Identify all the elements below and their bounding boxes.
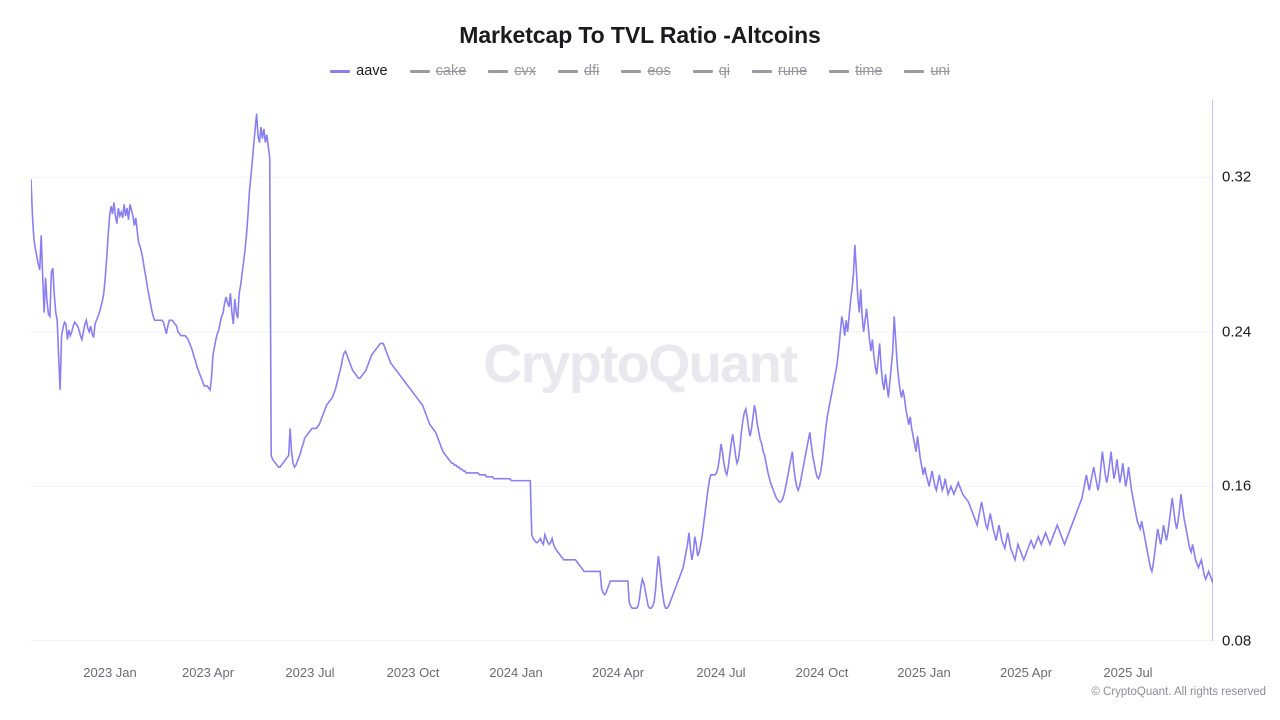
x-axis-tick-label: 2024 Oct xyxy=(795,665,849,680)
footer-credit: © CryptoQuant. All rights reserved xyxy=(1091,686,1266,698)
x-axis-tick-label: 2025 Jan xyxy=(897,665,951,680)
y-axis-tick-label: 0.16 xyxy=(1222,477,1252,495)
legend-item-eos[interactable]: eos xyxy=(621,63,671,79)
legend-swatch-icon xyxy=(692,69,713,73)
x-axis-tick-label: 2024 Jan xyxy=(489,665,543,680)
x-axis-tick-label: 2025 Apr xyxy=(999,665,1053,680)
legend-item-rune[interactable]: rune xyxy=(752,63,807,79)
y-axis-tick-label: 0.08 xyxy=(1222,632,1252,650)
legend-swatch-icon xyxy=(752,69,773,73)
page-title: Marketcap To TVL Ratio -Altcoins xyxy=(459,22,821,48)
plot-area xyxy=(31,100,1213,641)
plot-svg xyxy=(31,100,1213,641)
legend-item-dfi[interactable]: dfi xyxy=(558,63,599,79)
legend-item-uni[interactable]: uni xyxy=(904,63,950,79)
legend-swatch-icon xyxy=(829,69,850,73)
x-axis-labels: 2023 Jan 2023 Apr 2023 Jul 2023 Oct 2024 Jan… xyxy=(0,665,1280,687)
legend-item-aave[interactable]: aave xyxy=(330,63,388,79)
legend-item-label: dfi xyxy=(584,63,600,79)
legend-swatch-icon xyxy=(558,69,579,73)
legend-swatch-icon xyxy=(488,69,509,73)
legend-swatch-icon xyxy=(904,69,925,73)
legend-item-label: time xyxy=(855,63,883,79)
legend-item-cvx[interactable]: cvx xyxy=(488,63,536,79)
legend-item-label: qi xyxy=(718,63,731,79)
legend-item-label: cvx xyxy=(514,63,537,79)
x-axis-tick-label: 2025 Jul xyxy=(1103,665,1153,680)
y-axis-labels: 0.08 0.16 0.24 0.32 xyxy=(1222,0,1280,720)
legend-item-qi[interactable]: qi xyxy=(692,63,731,79)
x-axis-tick-label: 2023 Jan xyxy=(83,665,137,680)
legend-item-label: aave xyxy=(356,63,388,79)
legend-swatch-icon xyxy=(409,69,430,73)
legend-item-label: rune xyxy=(778,63,808,79)
legend-swatch-icon xyxy=(330,69,351,73)
legend-item-time[interactable]: time xyxy=(829,63,882,79)
legend-item-label: uni xyxy=(930,63,950,79)
legend-item-label: eos xyxy=(647,63,671,79)
legend-item-label: cake xyxy=(435,63,467,79)
x-axis-tick-label: 2023 Apr xyxy=(181,665,235,680)
legend-item-cake[interactable]: cake xyxy=(409,63,467,79)
y-axis-tick-label: 0.32 xyxy=(1222,168,1252,186)
legend-swatch-icon xyxy=(621,69,642,73)
chart-legend: aave cake cvx dfi eos qi rune time uni xyxy=(0,63,1280,79)
series-line-aave xyxy=(31,113,1213,609)
y-axis-tick-label: 0.24 xyxy=(1222,323,1252,341)
x-axis-tick-label: 2024 Apr xyxy=(591,665,645,680)
x-axis-tick-label: 2023 Oct xyxy=(386,665,440,680)
x-axis-tick-label: 2023 Jul xyxy=(285,665,335,680)
x-axis-tick-label: 2024 Jul xyxy=(696,665,746,680)
